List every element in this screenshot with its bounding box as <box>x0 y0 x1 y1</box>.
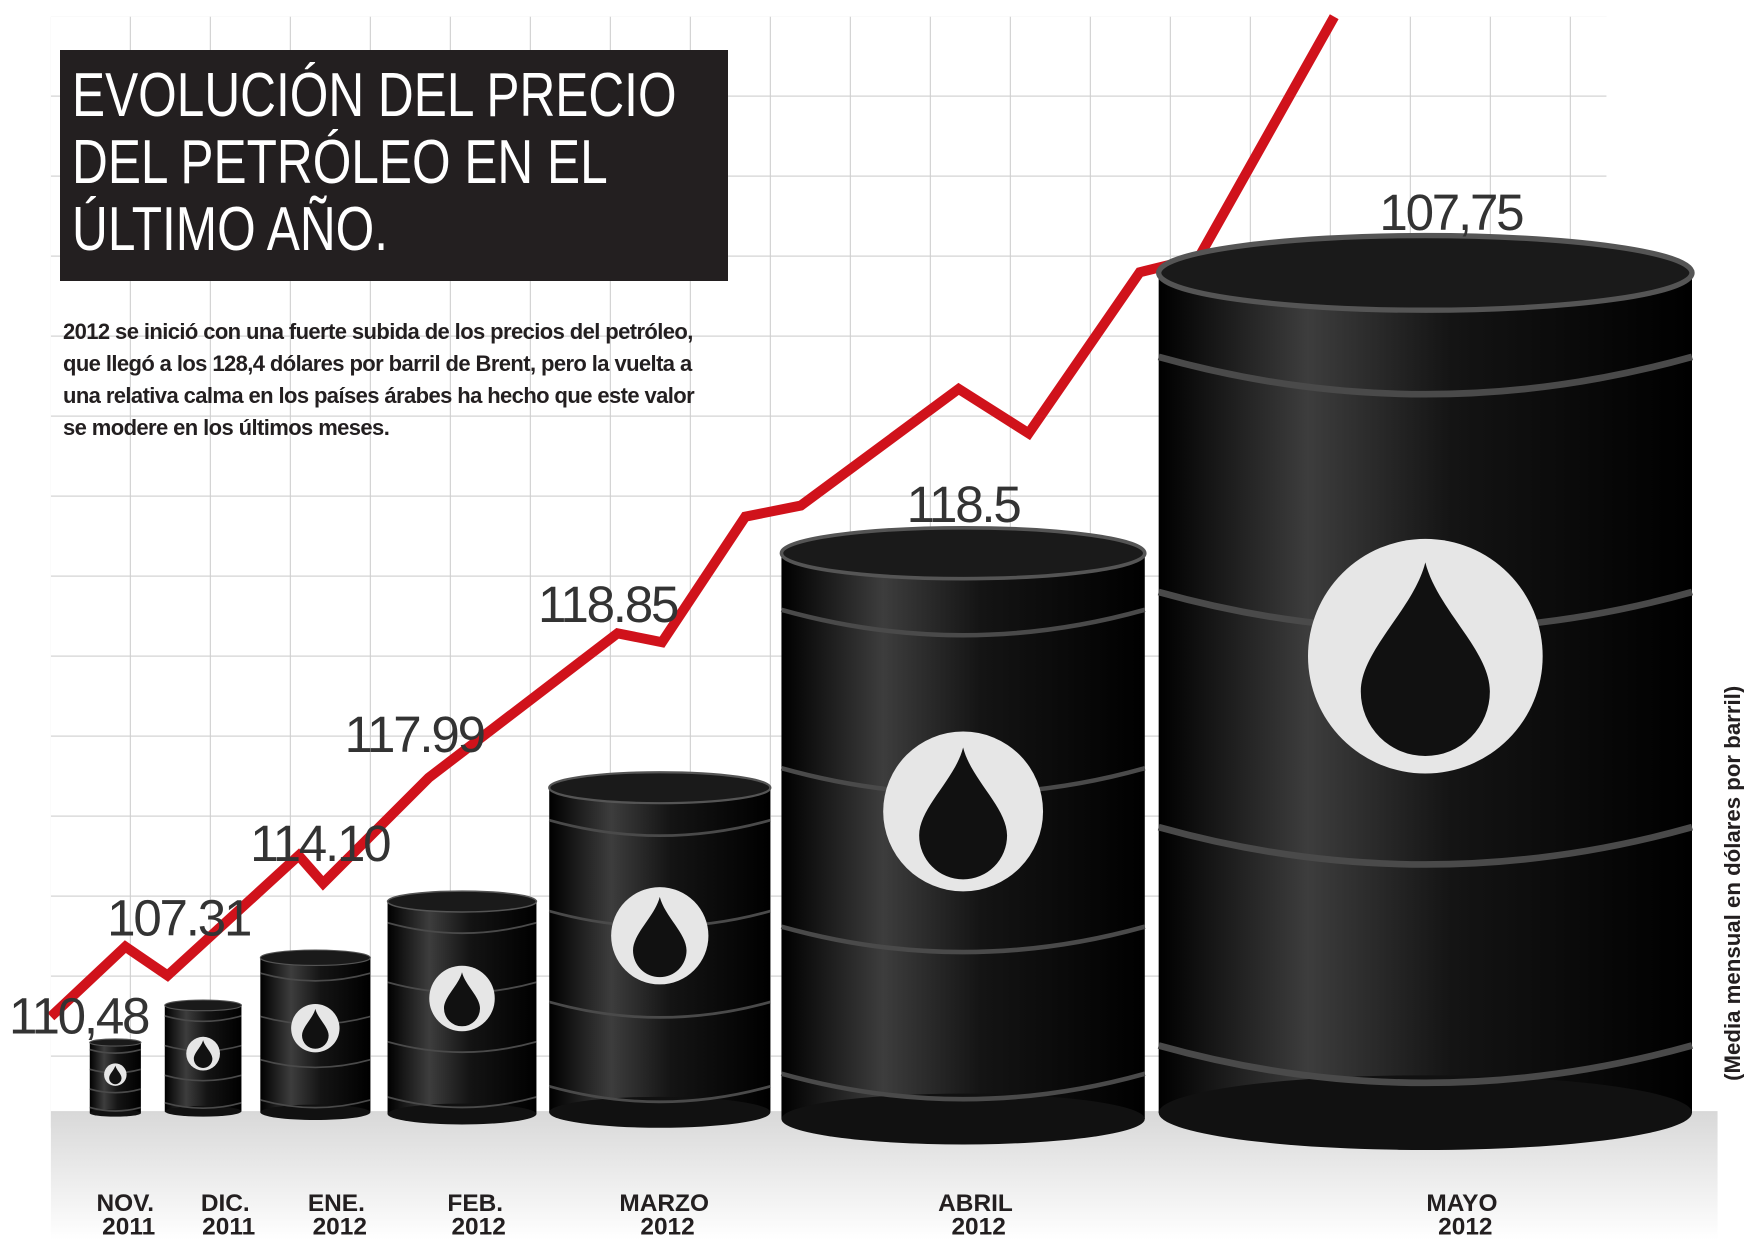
barrel-bottom <box>387 1103 537 1125</box>
x-tick-year: 2012 <box>313 1213 367 1240</box>
x-tick-label: MARZO 2012 <box>619 1190 715 1240</box>
x-tick-label: FEB. 2012 <box>447 1190 509 1240</box>
barrel-rib <box>548 1000 771 1019</box>
x-tick-label: ABRIL 2012 <box>938 1190 1019 1240</box>
y-axis-label: (Media mensual en dólares por barril) <box>1720 686 1744 1081</box>
logo-drop <box>109 1065 122 1085</box>
barrel-rib <box>780 607 1146 638</box>
barrel-bottom <box>1158 1075 1692 1150</box>
barrel-rib <box>387 921 537 935</box>
barrel-rib <box>89 1106 142 1112</box>
value-label: 107,75 <box>1379 184 1523 241</box>
logo-drop <box>1360 562 1490 757</box>
barrel-rib <box>164 1015 242 1023</box>
barrel-rib <box>780 924 1146 955</box>
barrel-lid <box>779 525 1147 581</box>
x-tick-label: ENE. 2012 <box>308 1190 372 1240</box>
barrel-lid <box>548 771 772 805</box>
x-tick-label: DIC. 2011 <box>201 1190 257 1240</box>
x-tick-month: MARZO <box>619 1190 715 1217</box>
x-tick-month: NOV. <box>97 1190 161 1217</box>
value-label: 114.10 <box>250 815 390 872</box>
barrel-lid <box>89 1038 142 1047</box>
barrel-rib <box>89 1088 142 1094</box>
x-tick-year: 2012 <box>951 1213 1005 1240</box>
x-tick-year: 2012 <box>1438 1213 1492 1240</box>
logo-drop <box>919 747 1008 880</box>
barrel-bottom <box>260 1104 371 1120</box>
barrel-lid <box>1156 232 1695 313</box>
barrel-rib <box>260 1058 371 1069</box>
barrel-rib <box>89 1048 142 1054</box>
trend-arrow <box>47 14 1339 1021</box>
barrel-bottom <box>164 1105 242 1117</box>
chart-title: EVOLUCIÓN DEL PRECIO DEL PETRÓLEO EN EL … <box>72 61 677 264</box>
barrel-bottom <box>549 1096 771 1128</box>
chart-subtitle: 2012 se inició con una fuerte subida de … <box>63 319 695 440</box>
x-tick-year: 2012 <box>640 1213 694 1240</box>
barrel-lid <box>386 890 538 913</box>
x-tick-month: ABRIL <box>938 1190 1019 1217</box>
barrel-rib <box>387 1096 537 1109</box>
barrel-rib <box>164 1102 242 1109</box>
barrel-lid <box>259 949 371 966</box>
barrels <box>89 232 1695 1150</box>
value-label: 118.85 <box>538 576 678 633</box>
barrel-rib <box>548 818 771 838</box>
x-tick-month: FEB. <box>447 1190 509 1217</box>
x-tick-month: ENE. <box>308 1190 372 1217</box>
barrel-rib <box>1157 353 1693 398</box>
barrel-rib <box>1157 823 1693 868</box>
logo-drop <box>302 1008 329 1049</box>
x-tick-year: 2011 <box>202 1213 255 1240</box>
x-tick-label: MAYO 2012 <box>1426 1190 1504 1240</box>
barrel-bottom <box>781 1093 1145 1145</box>
value-label: 117.99 <box>345 706 484 763</box>
value-label: 118.5 <box>907 476 1021 533</box>
logo-drop <box>443 972 481 1027</box>
x-tick-label: NOV. 2011 <box>97 1190 161 1240</box>
x-tick-month: DIC. <box>201 1190 257 1217</box>
barrel-rib <box>1157 1042 1693 1087</box>
barrel-lid <box>164 999 242 1012</box>
logo-drop <box>633 896 687 978</box>
x-tick-month: MAYO <box>1426 1190 1504 1217</box>
barrel-rib <box>387 1040 537 1054</box>
barrel-rib <box>260 1099 371 1109</box>
barrel-rib <box>548 1085 771 1104</box>
logo-drop <box>193 1040 213 1069</box>
value-label: 110,48 <box>9 987 149 1044</box>
x-tick-year: 2011 <box>102 1213 155 1240</box>
barrel-rib <box>164 1074 242 1082</box>
x-tick-year: 2012 <box>451 1213 505 1240</box>
title-box: EVOLUCIÓN DEL PRECIO DEL PETRÓLEO EN EL … <box>60 50 728 281</box>
barrel-bottom <box>89 1109 141 1117</box>
barrel-rib <box>260 972 371 982</box>
value-label: 107.31 <box>107 890 250 947</box>
barrel-rib <box>780 1071 1146 1102</box>
